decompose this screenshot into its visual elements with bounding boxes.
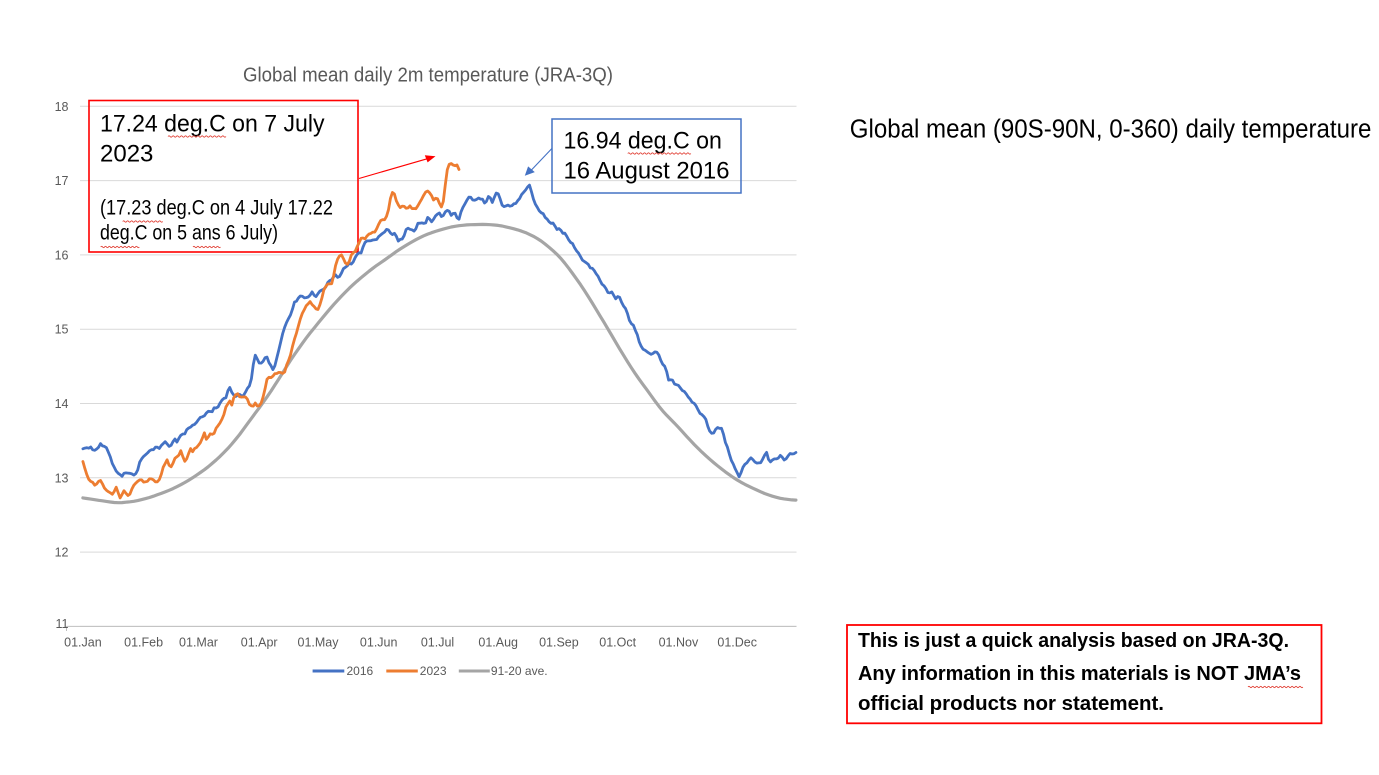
svg-text:Any information in this materi: Any information in this materials is NOT… (858, 662, 1301, 685)
svg-text:14: 14 (55, 397, 69, 411)
svg-text:2016: 2016 (347, 664, 374, 678)
svg-text:16: 16 (55, 248, 69, 262)
svg-text:01.Feb: 01.Feb (124, 636, 163, 650)
svg-text:15: 15 (55, 323, 69, 337)
svg-text:deg.C on 5 ans 6 July): deg.C on 5 ans 6 July) (100, 222, 278, 245)
svg-text:01.Aug: 01.Aug (478, 636, 518, 650)
svg-text:This is just a quick analysis: This is just a quick analysis based on J… (858, 629, 1289, 652)
svg-text:17.24 deg.C on 7 July: 17.24 deg.C on 7 July (100, 111, 325, 138)
svg-text:16.94 deg.C on: 16.94 deg.C on (564, 128, 722, 155)
svg-text:Global mean daily 2m temperatu: Global mean daily 2m temperature (JRA-3Q… (243, 65, 613, 87)
svg-text:01.Jun: 01.Jun (360, 636, 398, 650)
svg-text:01.Oct: 01.Oct (599, 636, 636, 650)
svg-text:01.Apr: 01.Apr (241, 636, 278, 650)
svg-text:11: 11 (56, 617, 69, 631)
svg-text:01.Jul: 01.Jul (421, 636, 454, 650)
svg-text:01.Nov: 01.Nov (659, 636, 699, 650)
svg-text:12: 12 (55, 546, 69, 560)
svg-text:official products nor statemen: official products nor statement. (858, 692, 1164, 715)
svg-text:01.Dec: 01.Dec (717, 636, 757, 650)
svg-text:01.Sep: 01.Sep (539, 636, 579, 650)
svg-text:17: 17 (55, 174, 69, 188)
svg-text:2023: 2023 (420, 664, 447, 678)
svg-text:01.May: 01.May (298, 636, 340, 650)
svg-text:01.Jan: 01.Jan (64, 636, 102, 650)
svg-text:Global mean (90S-90N, 0-360) d: Global mean (90S-90N, 0-360) daily tempe… (850, 116, 1372, 144)
svg-text:91-20 ave.: 91-20 ave. (491, 664, 548, 678)
svg-text:(17.23 deg.C on 4 July 17.22: (17.23 deg.C on 4 July 17.22 (100, 197, 333, 220)
svg-text:16 August 2016: 16 August 2016 (564, 158, 730, 185)
svg-text:13: 13 (55, 471, 69, 485)
svg-text:01.Mar: 01.Mar (179, 636, 218, 650)
svg-text:18: 18 (55, 100, 69, 114)
svg-text:2023: 2023 (100, 141, 153, 168)
